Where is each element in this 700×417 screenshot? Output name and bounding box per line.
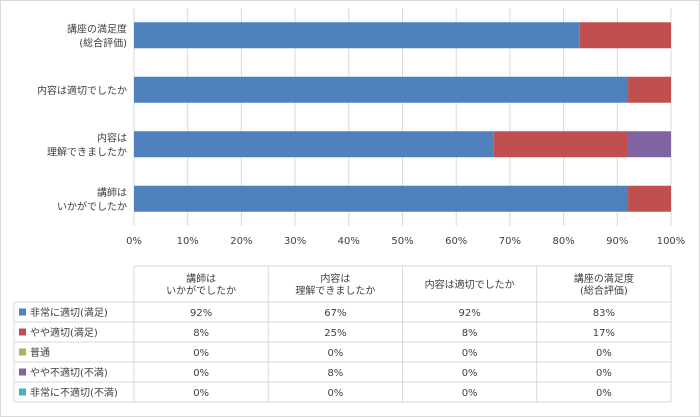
legend-label: やや適切(満足) xyxy=(30,326,98,339)
legend-key xyxy=(19,328,26,336)
data-label: 92% xyxy=(190,308,212,319)
data-label: 0% xyxy=(596,348,612,359)
bar-segment xyxy=(134,76,629,103)
data-label: 0% xyxy=(596,388,612,399)
legend-label: 非常に適切(満足) xyxy=(30,306,108,319)
x-tick-label: 30% xyxy=(284,236,306,247)
x-tick-label: 100% xyxy=(657,236,686,247)
x-tick-label: 50% xyxy=(391,236,413,247)
x-tick-label: 40% xyxy=(338,236,360,247)
data-label: 8% xyxy=(462,328,478,339)
data-label: 92% xyxy=(459,308,481,319)
legend-key xyxy=(19,348,26,356)
data-label: 0% xyxy=(193,368,209,379)
category-label: いかがでしたか xyxy=(57,200,127,213)
legend-key xyxy=(19,388,26,396)
legend-key xyxy=(19,308,26,316)
table-column-header: 理解できましたか xyxy=(295,284,375,297)
data-label: 0% xyxy=(462,388,478,399)
data-label: 83% xyxy=(593,308,615,319)
table-column-header: 講座の満足度 xyxy=(574,272,634,285)
data-label: 0% xyxy=(596,368,612,379)
data-label: 67% xyxy=(324,308,346,319)
x-tick-label: 0% xyxy=(126,236,142,247)
data-label: 0% xyxy=(327,348,343,359)
data-label: 0% xyxy=(193,388,209,399)
data-label: 0% xyxy=(462,368,478,379)
bar-segment xyxy=(628,185,671,212)
data-label: 25% xyxy=(324,328,346,339)
x-tick-label: 10% xyxy=(177,236,199,247)
table-column-header: いかがでしたか xyxy=(166,284,236,297)
table-column-header: 内容は適切でしたか xyxy=(425,278,515,291)
category-label: 理解できましたか xyxy=(47,145,127,158)
table-column-header: 内容は xyxy=(320,272,350,285)
x-tick-label: 60% xyxy=(445,236,467,247)
bar-segment xyxy=(579,22,671,49)
legend-label: 普通 xyxy=(30,346,50,359)
x-tick-label: 90% xyxy=(606,236,628,247)
data-label: 0% xyxy=(193,348,209,359)
legend-label: やや不適切(不満) xyxy=(30,366,108,379)
table-column-header: (総合評価) xyxy=(580,284,628,297)
legend-key xyxy=(19,368,26,376)
legend-label: 非常に不適切(不満) xyxy=(30,386,118,399)
data-label: 8% xyxy=(327,368,343,379)
bar-segment xyxy=(493,131,629,158)
data-label: 0% xyxy=(327,388,343,399)
bar-segment xyxy=(134,185,629,212)
table-column-header: 講師は xyxy=(186,272,216,285)
category-label: 講師は xyxy=(97,186,127,199)
category-label: 講座の満足度 xyxy=(67,22,127,35)
x-tick-label: 20% xyxy=(230,236,252,247)
data-label: 17% xyxy=(593,328,615,339)
x-tick-label: 70% xyxy=(499,236,521,247)
category-label: 内容は xyxy=(97,131,127,144)
bar-segment xyxy=(134,22,580,49)
data-label: 0% xyxy=(462,348,478,359)
bar-segment xyxy=(628,131,671,158)
data-label: 8% xyxy=(193,328,209,339)
bar-segment xyxy=(134,131,494,158)
x-tick-label: 80% xyxy=(552,236,574,247)
category-label: 内容は適切でしたか xyxy=(37,84,127,97)
category-label: (総合評価) xyxy=(79,36,127,49)
bar-segment xyxy=(628,76,671,103)
